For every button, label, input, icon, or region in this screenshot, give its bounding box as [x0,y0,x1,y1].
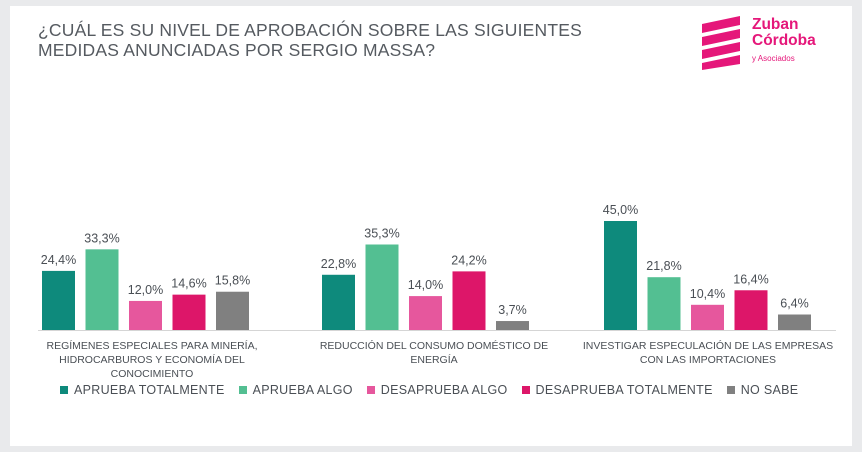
data-label: 14,0% [408,278,443,292]
bar [172,294,206,330]
bar [452,271,486,330]
bar [85,249,119,330]
chart-legend: APRUEBA TOTALMENTE APRUEBA ALGO DESAPRUEBA… [60,383,798,397]
legend-item: NO SABE [726,383,799,397]
data-label: 12,0% [128,283,163,297]
bar [734,290,768,330]
category-label: REGÍMENES ESPECIALES PARA MINERÍA, [46,339,257,352]
bar [604,221,637,330]
data-label: 24,4% [41,253,76,267]
category-label: INVESTIGAR ESPECULACIÓN DE LAS EMPRESAS [583,339,833,352]
data-label: 3,7% [498,303,527,317]
legend-swatch [238,386,247,394]
data-label: 24,2% [451,253,486,267]
bar [647,277,681,330]
logo-line2: Córdoba [752,32,816,49]
category-label: CONOCIMIENTO [111,368,194,380]
legend-swatch [60,386,68,394]
bar [691,304,724,330]
bar [216,291,249,330]
legend-swatch [726,386,735,394]
legend-item: DESAPRUEBA ALGO [366,383,508,397]
legend-item: APRUEBA TOTALMENTE [60,383,225,397]
category-label: ENERGÍA [410,353,457,366]
legend-label: APRUEBA ALGO [252,383,353,397]
logo-stripes-icon [702,16,740,70]
data-label: 33,3% [84,231,119,245]
brand-logo: Zuban Córdoba y Asociados [700,14,830,74]
data-label: 6,4% [780,296,809,310]
bar [409,296,442,330]
data-label: 15,8% [215,274,250,288]
category-label: HIDROCARBUROS Y ECONOMÍA DEL [59,353,245,366]
legend-label: DESAPRUEBA TOTALMENTE [535,383,713,397]
data-label: 22,8% [321,257,356,271]
data-label: 16,4% [733,272,768,286]
chart-card [10,6,852,446]
logo-line1: Zuban [752,16,799,33]
data-label: 35,3% [364,226,399,240]
legend-label: DESAPRUEBA ALGO [380,383,508,397]
data-label: 10,4% [690,287,725,301]
legend-label: APRUEBA TOTALMENTE [74,383,225,397]
bar [42,270,75,330]
legend-swatch [366,386,375,394]
category-label: CON LAS IMPORTACIONES [640,354,776,366]
bar [365,244,399,330]
legend-item: APRUEBA ALGO [238,383,353,397]
legend-swatch [521,386,530,394]
data-label: 45,0% [603,203,638,217]
logo-sub: y Asociados [752,54,795,63]
bar [778,314,811,330]
bar [129,300,162,330]
bar [322,274,355,330]
legend-label: NO SABE [740,383,799,397]
category-label: REDUCCIÓN DEL CONSUMO DOMÉSTICO DE [320,339,548,352]
data-label: 21,8% [646,259,681,273]
data-label: 14,6% [171,277,206,291]
chart-title: ¿CUÁL ES SU NIVEL DE APROBACIÓN SOBRE LA… [38,20,582,60]
legend-item: DESAPRUEBA TOTALMENTE [521,383,713,397]
bar [496,321,529,330]
